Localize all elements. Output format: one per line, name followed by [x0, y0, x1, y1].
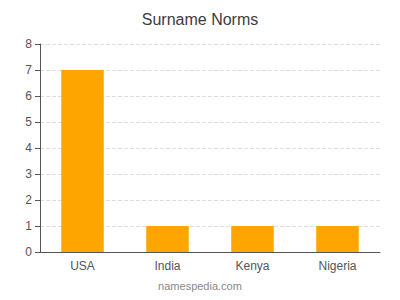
svg-text:Surname Norms: Surname Norms	[142, 11, 258, 28]
svg-text:8: 8	[25, 37, 32, 51]
svg-text:6: 6	[25, 89, 32, 103]
svg-text:India: India	[154, 259, 180, 273]
svg-text:Nigeria: Nigeria	[318, 259, 356, 273]
svg-text:1: 1	[25, 219, 32, 233]
svg-text:5: 5	[25, 115, 32, 129]
svg-text:7: 7	[25, 63, 32, 77]
svg-text:Kenya: Kenya	[235, 259, 269, 273]
svg-text:USA: USA	[70, 259, 95, 273]
svg-text:3: 3	[25, 167, 32, 181]
svg-text:namespedia.com: namespedia.com	[158, 280, 242, 292]
svg-text:2: 2	[25, 193, 32, 207]
svg-text:0: 0	[25, 245, 32, 259]
svg-text:4: 4	[25, 141, 32, 155]
